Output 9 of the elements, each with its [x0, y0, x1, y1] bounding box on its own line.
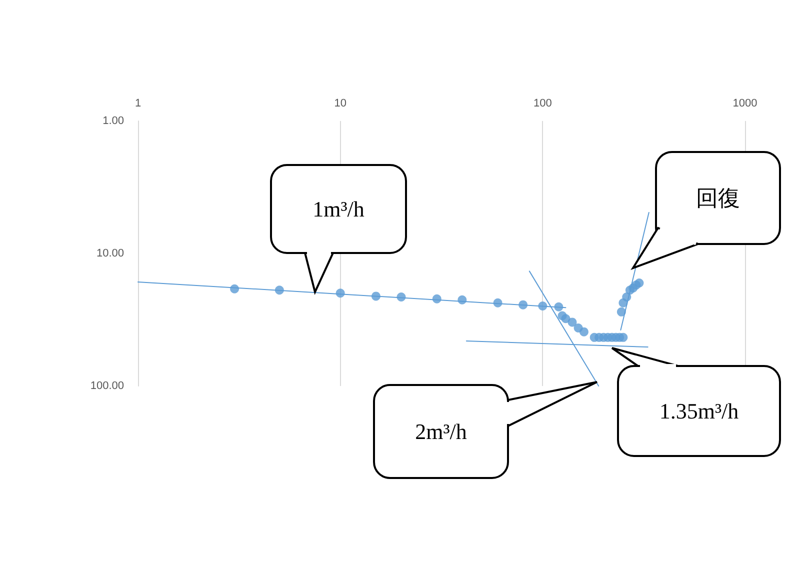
x-tick-label: 1000	[732, 98, 758, 110]
annotation: 回復	[696, 186, 740, 210]
x-tick-label: 10	[334, 98, 346, 110]
x-tick-label: 100	[533, 98, 552, 110]
y-tick-label: 100.00	[90, 380, 124, 392]
x-tick-label: 1	[134, 98, 142, 110]
y-tick-label: 10.00	[96, 248, 124, 260]
annotation: 1m³/h	[312, 196, 364, 222]
y-tick-label: 1.00	[102, 115, 124, 127]
